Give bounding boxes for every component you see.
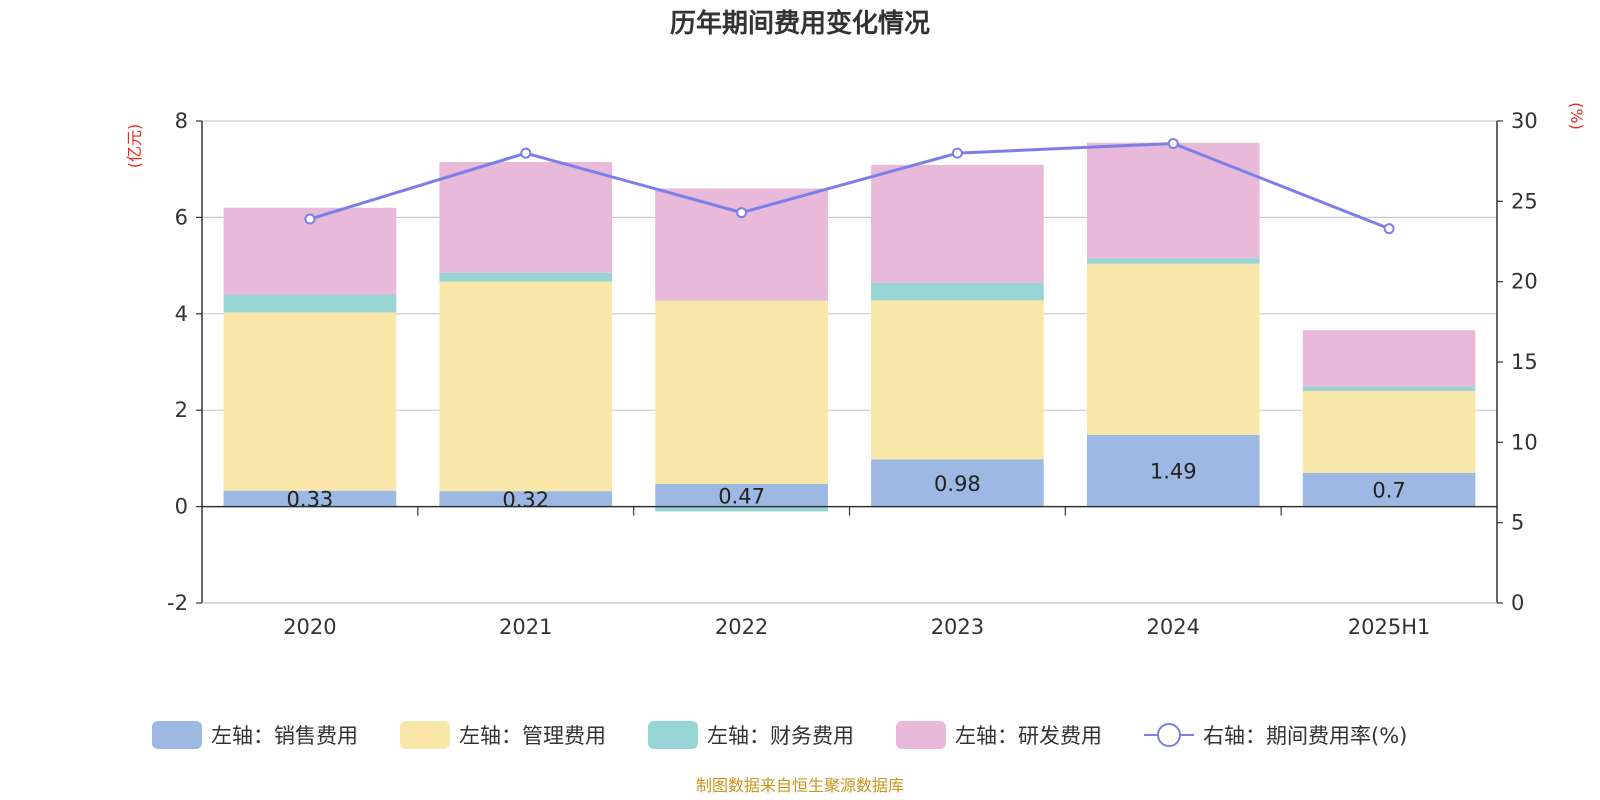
legend-label: 左轴：研发费用 xyxy=(955,724,1102,748)
legend-swatch-marker xyxy=(1157,723,1181,747)
legend-label: 左轴：管理费用 xyxy=(459,724,606,748)
bar xyxy=(223,312,397,491)
chart-title: 历年期间费用变化情况 xyxy=(670,8,930,39)
left-axis-unit: (亿元) xyxy=(125,124,144,169)
data-label: 0.7 xyxy=(1372,479,1405,503)
line-point xyxy=(951,147,963,159)
right-axis-tick-label: 20 xyxy=(1511,270,1538,294)
data-label: 0.98 xyxy=(934,472,981,496)
legend-swatch xyxy=(400,721,450,749)
bar xyxy=(871,282,1044,301)
bar xyxy=(1086,258,1260,264)
legend-swatch xyxy=(152,721,202,749)
data-labels: 0.33 0.32 0.47 0.98 1.49 0.7 xyxy=(287,460,1406,512)
left-axis-tick-label: 8 xyxy=(175,109,188,133)
line-point xyxy=(1383,223,1395,235)
legend-swatch xyxy=(648,721,698,749)
bar xyxy=(1086,263,1260,435)
x-axis-tick-label: 2021 xyxy=(499,615,552,639)
bar-series xyxy=(223,142,1476,512)
legend-label: 左轴：财务费用 xyxy=(707,724,854,748)
x-axis-tick-label: 2025H1 xyxy=(1348,615,1431,639)
right-axis-tick-label: 30 xyxy=(1511,109,1538,133)
bar xyxy=(439,161,613,273)
bar xyxy=(1302,386,1476,391)
bar xyxy=(1302,390,1476,473)
legend: 左轴：销售费用 左轴：管理费用 左轴：财务费用 左轴：研发费用 右轴：期间费用率(%) xyxy=(152,721,1407,749)
left-axis-tick-label: 4 xyxy=(175,302,188,326)
bar xyxy=(655,506,828,512)
bar xyxy=(1086,142,1260,259)
right-axis-tick-label: 10 xyxy=(1511,430,1538,454)
source-note: 制图数据来自恒生聚源数据库 xyxy=(696,776,904,795)
right-axis-tick-label: 25 xyxy=(1511,189,1538,213)
bar xyxy=(871,459,1044,507)
right-axis-tick-label: 0 xyxy=(1511,591,1524,615)
x-axis-tick-label: 2022 xyxy=(715,615,768,639)
left-axis-tick-label: 2 xyxy=(175,398,188,422)
legend-label: 右轴：期间费用率(%) xyxy=(1203,724,1407,748)
x-axis-tick-label: 2024 xyxy=(1147,615,1200,639)
left-axis-tick-label: 6 xyxy=(175,205,188,229)
bar xyxy=(655,483,828,507)
line-path xyxy=(309,141,1390,231)
data-label: 0.32 xyxy=(502,488,549,512)
bar xyxy=(1302,330,1476,387)
line-point xyxy=(736,207,748,219)
bar xyxy=(655,188,828,301)
line-point xyxy=(1167,137,1179,149)
bar xyxy=(871,300,1044,460)
bar xyxy=(439,272,613,282)
data-label: 1.49 xyxy=(1150,460,1197,484)
bar xyxy=(223,490,397,507)
legend-label: 左轴：销售费用 xyxy=(211,724,358,748)
right-axis-tick-label: 5 xyxy=(1511,511,1524,535)
right-axis-unit: (%) xyxy=(1567,102,1586,130)
left-axis-tick-label: -2 xyxy=(167,591,188,615)
left-axis-tick-label: 0 xyxy=(175,495,188,519)
x-axis-tick-label: 2020 xyxy=(283,615,336,639)
bar xyxy=(871,164,1044,283)
x-axis-tick-label: 2023 xyxy=(931,615,984,639)
line-point xyxy=(304,213,316,225)
right-axis-tick-label: 15 xyxy=(1511,350,1538,374)
legend-swatch xyxy=(896,721,946,749)
bar xyxy=(1086,434,1260,507)
bar xyxy=(439,491,613,507)
line-series xyxy=(304,137,1395,235)
bar xyxy=(1302,472,1476,507)
data-label: 0.47 xyxy=(718,484,765,508)
bar xyxy=(655,300,828,484)
bar xyxy=(223,294,397,313)
bar xyxy=(439,281,613,492)
data-label: 0.33 xyxy=(287,488,334,512)
line-point xyxy=(520,147,532,159)
